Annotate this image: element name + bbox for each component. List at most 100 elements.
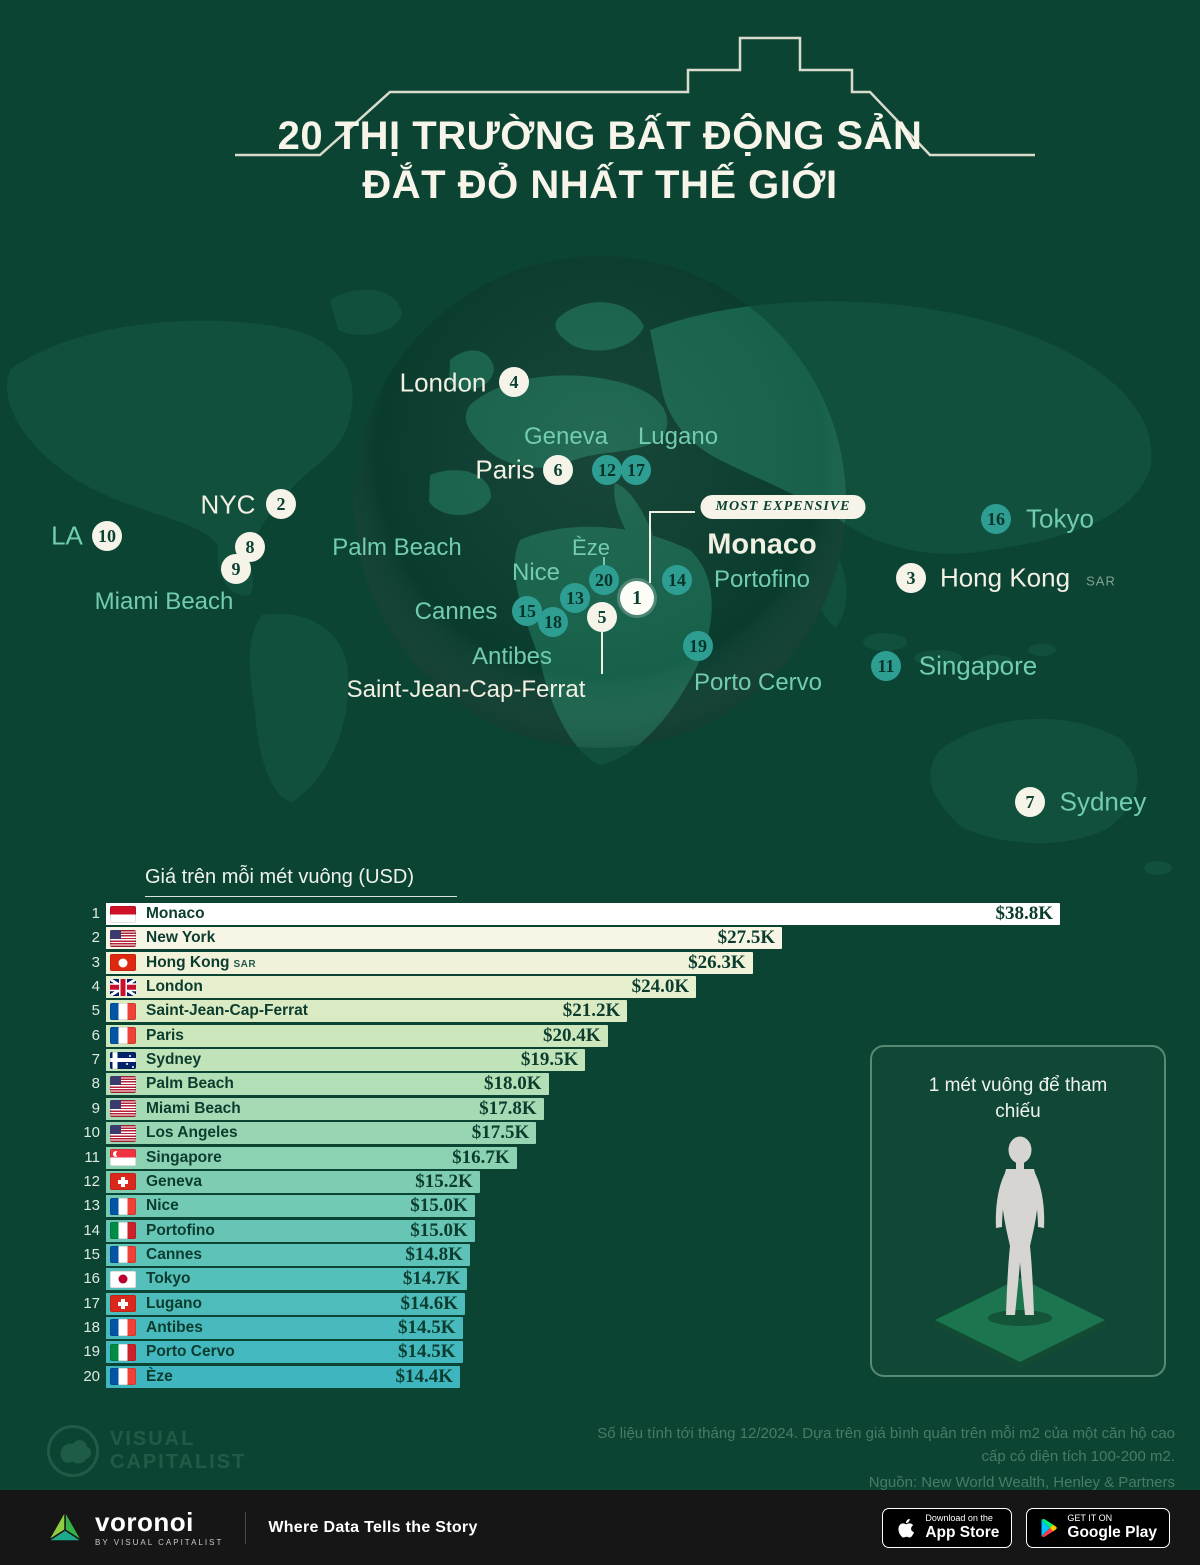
bar: $14.8K (106, 1243, 470, 1266)
tagline: Where Data Tells the Story (268, 1518, 478, 1536)
value-label: $17.5K (471, 1122, 530, 1144)
map-marker-rank-18: 18 (538, 607, 568, 637)
voronoi-logo-icon (45, 1507, 85, 1542)
city-label: New York (146, 929, 216, 947)
building-outline-icon (235, 36, 1035, 157)
app-store-big-text: App Store (925, 1523, 1000, 1541)
map-marker-rank-6: 6 (543, 455, 573, 485)
bar: $17.5K (106, 1122, 537, 1145)
map-label-paris: Paris (475, 454, 535, 485)
map-label-singapore: Singapore (918, 650, 1038, 681)
chart-row-portofino: 14 $15.0K Portofino (0, 1219, 1200, 1242)
bar: $17.8K (106, 1097, 544, 1120)
bar: $14.5K (106, 1316, 463, 1339)
au-flag-icon (110, 1051, 136, 1069)
apple-icon (898, 1518, 915, 1537)
rank-label: 6 (91, 1026, 100, 1044)
map-marker-rank-7: 7 (1015, 787, 1045, 817)
title-line-2: ĐẮT ĐỎ NHẤT THẾ GIỚI (362, 162, 838, 207)
map-label-tokyo: Tokyo (1026, 503, 1094, 534)
bar: $21.2K (106, 1000, 628, 1023)
city-label: Paris (146, 1026, 184, 1044)
value-label: $27.5K (717, 927, 776, 949)
bar-chart: 1 $38.8K Monaco 2 $27.5K New York 3 $26.3K Hong … (0, 903, 1200, 1403)
value-label: $15.0K (410, 1195, 468, 1217)
value-label: $26.3K (688, 951, 746, 973)
value-label: $18.0K (484, 1073, 542, 1095)
value-label: $14.5K (397, 1341, 456, 1363)
rank-label: 1 (91, 905, 100, 922)
chart-title: Giá trên mỗi mét vuông (USD) (145, 866, 457, 897)
city-label: Monaco (146, 905, 205, 922)
visual-capitalist-logo: VISUAL CAPITALIST (46, 1424, 246, 1478)
city-label: Lugano (146, 1294, 202, 1312)
city-label: Los Angeles (146, 1124, 238, 1142)
voronoi-logo: voronoi BY VISUAL CAPITALIST (45, 1507, 224, 1548)
us-flag-icon (110, 1100, 136, 1118)
chart-row-paris: 6 $20.4K Paris (0, 1024, 1200, 1047)
world-map (7, 256, 1172, 875)
chart-row-hong-kong: 3 $26.3K Hong Kong SAR (0, 951, 1200, 974)
map-label-porto-cervo: Porto Cervo (693, 669, 823, 696)
chart-row-porto-cervo: 19 $14.5K Porto Cervo (0, 1341, 1200, 1364)
city-label: Saint-Jean-Cap-Ferrat (146, 1002, 308, 1020)
map-label-miami-beach: Miami Beach (94, 588, 234, 615)
it-flag-icon (110, 1343, 136, 1361)
map-marker-rank-1: 1 (620, 581, 654, 615)
chart-row-cannes: 15 $14.8K Cannes (0, 1243, 1200, 1266)
value-label: $14.7K (402, 1268, 461, 1290)
map-label-sydney: Sydney (1059, 786, 1147, 817)
map-marker-rank-4: 4 (499, 367, 529, 397)
map-label-geneva: Geneva (523, 423, 609, 450)
value-label: $14.4K (395, 1365, 454, 1387)
mc-flag-icon (110, 905, 136, 923)
rank-label: 14 (83, 1221, 100, 1239)
chart-row-sydney: 7 $19.5K Sydney (0, 1049, 1200, 1072)
map-marker-rank-14: 14 (662, 565, 692, 595)
map-label-ze: Èze (572, 535, 610, 560)
map-label-lugano: Lugano (637, 423, 719, 450)
rank-label: 10 (83, 1124, 100, 1142)
bar: $19.5K (106, 1049, 586, 1072)
us-flag-icon (110, 1075, 136, 1093)
value-label: $14.8K (405, 1243, 463, 1265)
map-label-london: London (399, 367, 487, 398)
value-label: $21.2K (562, 1000, 621, 1022)
it-flag-icon (110, 1222, 136, 1240)
map-marker-rank-12: 12 (592, 455, 622, 485)
app-store-badge[interactable]: Download on the App Store (882, 1507, 1013, 1548)
chart-row-miami-beach: 9 $17.8K Miami Beach (0, 1097, 1200, 1120)
map-label-nice: Nice (511, 559, 561, 586)
chart-row-palm-beach: 8 $18.0K Palm Beach (0, 1073, 1200, 1096)
map-marker-rank-17: 17 (621, 455, 651, 485)
sg-flag-icon (110, 1149, 136, 1166)
us-flag-icon (110, 929, 136, 947)
fr-flag-icon (110, 1197, 136, 1215)
city-label: London (146, 978, 203, 996)
rank-label: 7 (91, 1051, 100, 1069)
google-play-badge[interactable]: GET IT ON Google Play (1026, 1507, 1170, 1548)
methodology-note: Số liệu tính tới tháng 12/2024. Dựa trên… (597, 1425, 1175, 1466)
voronoi-brand-sub: BY VISUAL CAPITALIST (95, 1537, 224, 1547)
eze-connector-line (603, 557, 605, 568)
value-label: $24.0K (631, 976, 690, 998)
rank-label: 19 (83, 1343, 100, 1361)
bar: $15.0K (106, 1195, 475, 1218)
chart-row-ze: 20 $14.4K Èze (0, 1365, 1200, 1388)
chart-row-geneva: 12 $15.2K Geneva (0, 1170, 1200, 1193)
chart-row-los-angeles: 10 $17.5K Los Angeles (0, 1122, 1200, 1145)
rank-label: 15 (83, 1245, 100, 1263)
map-label-hong-kong: Hong Kong (939, 562, 1071, 593)
map-marker-rank-13: 13 (560, 583, 590, 613)
map-marker-rank-5: 5 (587, 602, 617, 632)
rank-label: 20 (83, 1367, 100, 1385)
bar: $24.0K (106, 976, 697, 999)
rank-label: 8 (91, 1075, 100, 1093)
bar: $14.7K (106, 1268, 468, 1291)
map-label-la: LA (51, 520, 83, 551)
city-label: Nice (146, 1197, 179, 1215)
visual-capitalist-logo-icon (47, 1425, 99, 1477)
vc-logo-line-1: VISUAL (110, 1428, 196, 1450)
